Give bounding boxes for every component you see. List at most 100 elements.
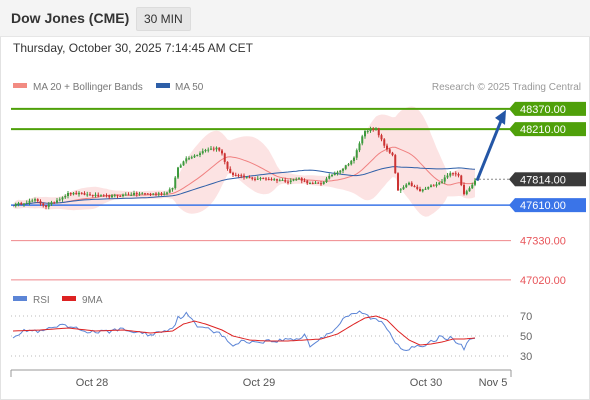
forecast-arrow-head	[495, 109, 506, 125]
level-price-label: 48210.00	[520, 124, 566, 136]
candle-body	[86, 194, 89, 196]
candle-body	[460, 175, 463, 185]
candle-body	[116, 195, 119, 197]
candle-body	[270, 179, 273, 181]
candle-body	[278, 180, 281, 182]
candle-body	[322, 182, 325, 184]
timestamp: Thursday, October 30, 2025 7:14:45 AM CE…	[13, 41, 253, 55]
candle-body	[72, 192, 75, 195]
candle-body	[119, 195, 122, 197]
candle-body	[102, 195, 105, 197]
candle-body	[122, 194, 124, 197]
candle-body	[443, 177, 446, 182]
title-bar: Dow Jones (CME) 30 MIN	[0, 0, 590, 37]
rsi-ma-line	[12, 315, 476, 346]
candle-body	[237, 175, 240, 177]
candle-body	[336, 172, 339, 174]
forecast-arrow-shaft	[475, 120, 503, 182]
candle-body	[58, 199, 61, 201]
rsi-tick-label: 30	[520, 351, 532, 363]
x-tick-label: Oct 30	[410, 377, 442, 389]
candle-body	[204, 149, 207, 152]
candle-body	[20, 202, 23, 205]
rsi-tick-label: 70	[520, 311, 532, 323]
candle-body	[56, 200, 58, 203]
candle-body	[438, 182, 441, 185]
credit-text: Research © 2025 Trading Central	[432, 82, 581, 93]
candle-body	[289, 180, 292, 183]
level-label-box	[515, 172, 586, 187]
candle-body	[80, 192, 83, 194]
candle-body	[218, 147, 221, 151]
candle-body	[28, 200, 31, 203]
candle-body	[94, 194, 97, 196]
candle-body	[31, 200, 34, 202]
candle-body	[465, 191, 468, 195]
candle-body	[435, 184, 438, 186]
candle-body	[303, 180, 306, 182]
candle-body	[391, 152, 394, 156]
candle-body	[284, 179, 287, 182]
candle-body	[61, 197, 64, 200]
level-price-label: 47330.00	[520, 236, 566, 248]
candle-body	[276, 179, 278, 181]
candle-body	[281, 179, 284, 181]
candle-body	[441, 181, 443, 183]
candle-body	[413, 186, 416, 188]
candle-body	[320, 183, 322, 185]
candle-body	[174, 177, 177, 189]
candle-body	[196, 154, 199, 156]
candle-body	[210, 148, 212, 150]
candle-body	[243, 175, 245, 178]
ma50-legend-label: MA 50	[175, 82, 204, 93]
level-price-label: 47020.00	[520, 275, 566, 287]
candle-body	[386, 145, 388, 150]
candle-body	[127, 194, 130, 196]
candle-body	[47, 204, 50, 207]
level-price-label: 47814.00	[520, 174, 566, 186]
rsi-ma-legend-swatch	[62, 296, 76, 301]
candle-body	[408, 182, 410, 185]
candle-body	[182, 161, 185, 166]
candle-body	[226, 161, 229, 169]
candle-body	[78, 192, 80, 195]
candle-body	[190, 157, 193, 159]
candle-body	[75, 192, 78, 195]
candle-body	[45, 205, 47, 207]
candle-body	[265, 178, 267, 180]
ma20-legend-label: MA 20 + Bollinger Bands	[33, 82, 143, 93]
candle-body	[17, 202, 20, 204]
candle-body	[39, 201, 42, 204]
candle-body	[188, 158, 190, 160]
candle-body	[245, 177, 248, 179]
candle-body	[364, 131, 366, 137]
candle-body	[309, 183, 311, 185]
candle-body	[339, 170, 342, 173]
candle-body	[130, 194, 133, 196]
candle-body	[256, 178, 259, 180]
candle-body	[67, 192, 69, 196]
candle-body	[152, 193, 155, 195]
x-tick-label: Oct 29	[243, 377, 275, 389]
candle-body	[388, 149, 391, 153]
candle-body	[369, 128, 372, 132]
level-label-box	[515, 101, 586, 116]
candle-body	[446, 175, 449, 178]
candle-body	[416, 186, 419, 189]
candle-body	[468, 188, 471, 192]
candle-body	[375, 128, 377, 130]
candle-body	[221, 150, 223, 154]
candle-body	[325, 178, 328, 183]
candle-body	[262, 177, 265, 179]
candle-body	[471, 184, 474, 189]
candle-body	[201, 151, 204, 154]
candle-body	[50, 202, 53, 205]
candle-body	[251, 177, 254, 179]
interval-badge[interactable]: 30 MIN	[136, 7, 191, 31]
candle-body	[53, 202, 56, 204]
candle-body	[474, 180, 476, 185]
candle-body	[83, 193, 86, 195]
candle-body	[402, 187, 405, 190]
candle-body	[366, 131, 369, 133]
